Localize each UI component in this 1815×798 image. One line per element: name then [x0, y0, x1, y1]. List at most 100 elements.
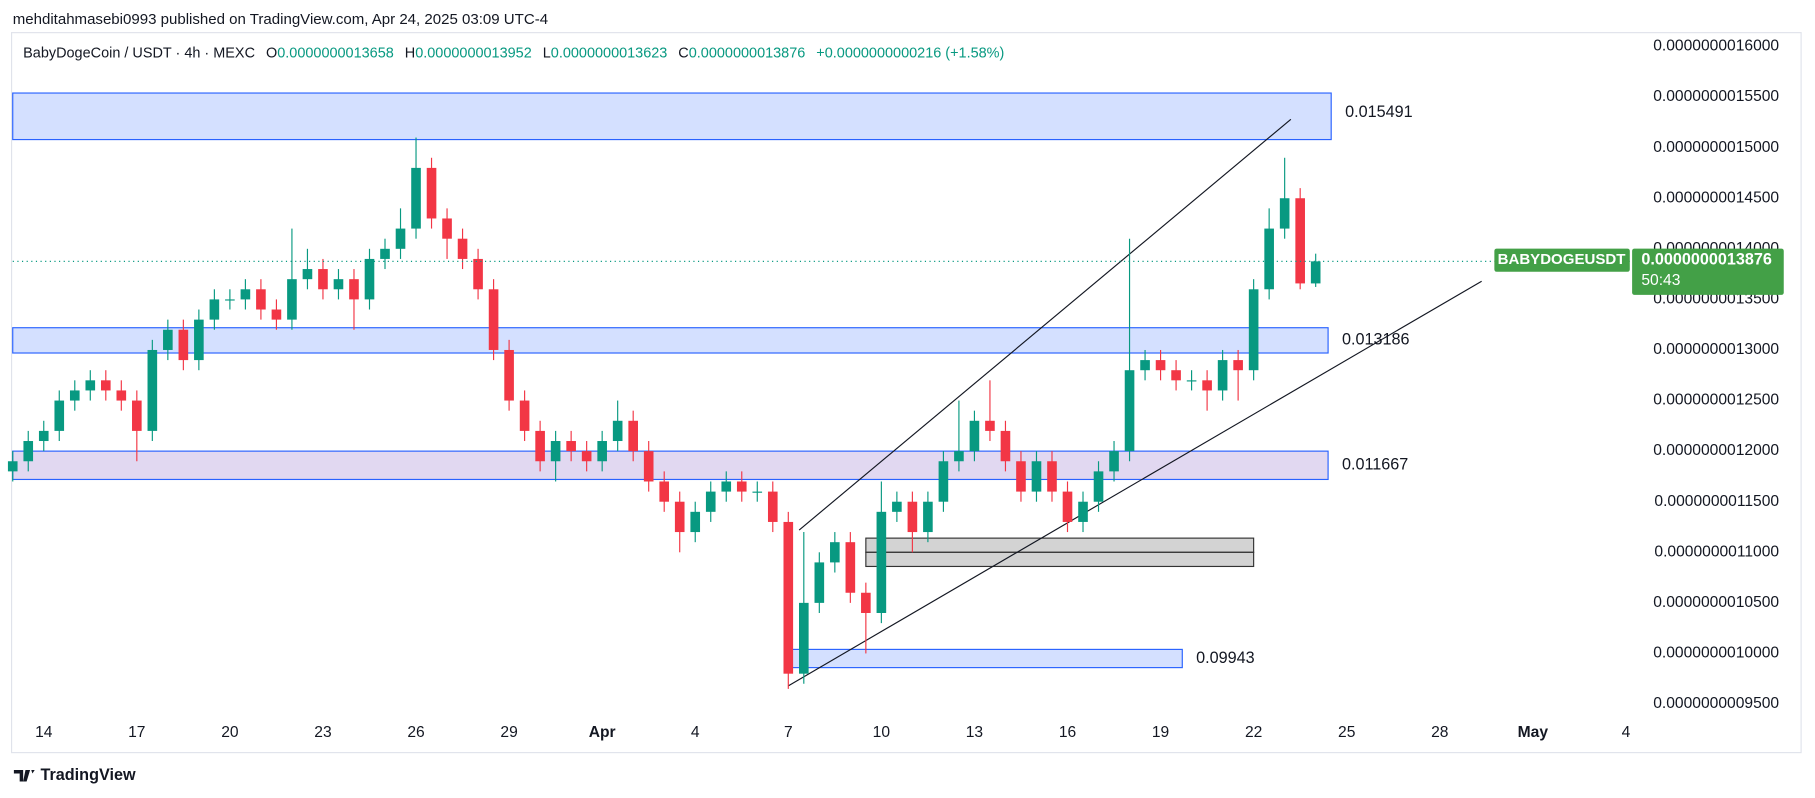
chart-border: [10, 32, 1802, 754]
x-tick-label: 14: [35, 724, 53, 741]
symbol-title: BabyDogeCoin / USDT · 4h · MEXC: [23, 45, 255, 61]
y-tick-label: 0.0000000011500: [1654, 493, 1779, 510]
candle-body: [1202, 380, 1212, 391]
candle-body: [659, 481, 670, 502]
candle-body: [1031, 461, 1042, 492]
candle-body: [132, 400, 142, 431]
candle-body: [116, 390, 127, 401]
x-tick-label: 7: [784, 724, 793, 741]
y-tick-label: 0.0000000011000: [1654, 543, 1779, 560]
ticker-label: BABYDOGEUSDT: [1498, 251, 1627, 268]
candle-body: [969, 420, 980, 452]
price-zone: [865, 537, 1255, 553]
x-tick-label: 4: [1622, 724, 1631, 741]
candle-body: [287, 279, 297, 320]
candle-body: [318, 269, 328, 290]
publisher-line: mehditahmasebi0993 published on TradingV…: [13, 11, 548, 28]
candle-body: [1078, 501, 1088, 522]
x-tick-label: 22: [1245, 724, 1262, 741]
candle-body: [147, 349, 158, 431]
candle-body: [550, 441, 561, 462]
x-tick-label: May: [1518, 724, 1549, 741]
candle-body: [1217, 360, 1228, 391]
zone-label: 0.09943: [1196, 649, 1255, 667]
candle-body: [721, 481, 732, 492]
zones: 0.015491 0.013186 0.011667 0.09943: [12, 92, 1413, 669]
y-tick-label: 0.0000000009500: [1653, 695, 1779, 712]
candle-body: [566, 441, 576, 452]
candle-body: [1124, 370, 1135, 452]
candle-body: [1186, 380, 1197, 382]
candle-body: [163, 329, 173, 350]
candle-body: [1000, 430, 1011, 462]
countdown-label: 50:43: [1641, 272, 1680, 289]
candle-body: [1233, 360, 1243, 371]
candle-body: [705, 491, 716, 512]
candle-body: [85, 380, 96, 391]
candle-body: [7, 461, 18, 472]
candle-body: [271, 309, 282, 320]
candle-body: [736, 481, 747, 492]
candle-body: [333, 279, 344, 290]
candle-body: [814, 562, 825, 603]
candle-body: [100, 380, 111, 391]
candle-body: [1264, 228, 1274, 290]
x-tick-label: 16: [1059, 724, 1076, 741]
y-tick-label: 0.0000000016000: [1653, 38, 1779, 55]
ohlc-key: C: [678, 45, 688, 61]
ohlc-value: 0.0000000013876: [689, 45, 806, 61]
candle-body: [504, 349, 514, 401]
ohlc-value: 0.0000000013623: [551, 45, 668, 61]
candle-body: [845, 542, 856, 593]
price-box: [1632, 248, 1784, 295]
candle-body: [23, 441, 34, 462]
candle-body: [69, 390, 80, 401]
candle-body: [798, 602, 809, 674]
candle-body: [1171, 370, 1181, 381]
footer-brand: TradingView: [13, 766, 136, 784]
x-tick-label: 25: [1338, 724, 1356, 741]
candle-body: [349, 279, 359, 300]
candle-body: [581, 451, 592, 462]
trend-line: [788, 280, 1482, 687]
candle-body: [488, 289, 499, 350]
candle-body: [194, 319, 204, 361]
candle-body: [985, 420, 995, 431]
candle-body: [225, 299, 235, 301]
candle-body: [209, 299, 220, 320]
y-tick-label: 0.0000000014500: [1653, 189, 1779, 206]
x-tick-label: 10: [873, 724, 891, 741]
candle-body: [457, 238, 468, 259]
candle-body: [1155, 360, 1166, 371]
y-tick-label: 0.0000000010500: [1653, 594, 1779, 611]
x-tick-label: 17: [128, 724, 145, 741]
brand-logo: [13, 769, 35, 782]
candle-body: [256, 289, 266, 310]
candle-body: [597, 441, 607, 462]
ohlc-key: L: [543, 45, 551, 61]
candle-body: [1109, 451, 1119, 472]
candle-body: [1093, 471, 1104, 502]
ohlc-key: H: [405, 45, 415, 61]
x-tick-label: 26: [407, 724, 424, 741]
last-price-label: 0.0000000013876: [1641, 250, 1772, 268]
candle-body: [395, 228, 406, 249]
candle-body: [178, 329, 189, 361]
candle-body: [54, 400, 65, 431]
candle-body: [892, 501, 902, 512]
candle-body: [240, 289, 251, 300]
y-tick-label: 0.0000000010000: [1653, 645, 1779, 662]
brand-name: TradingView: [41, 766, 136, 784]
candle-body: [752, 491, 763, 493]
ohlc-value: 0.0000000013952: [415, 45, 532, 61]
x-tick-label: 13: [966, 724, 983, 741]
price-zone: [12, 327, 1329, 354]
candle-body: [643, 451, 654, 482]
candle-body: [861, 592, 871, 613]
price-zone: [787, 648, 1183, 669]
candle-body: [628, 420, 638, 452]
candle-body: [954, 451, 964, 462]
candle-body: [1140, 360, 1150, 371]
